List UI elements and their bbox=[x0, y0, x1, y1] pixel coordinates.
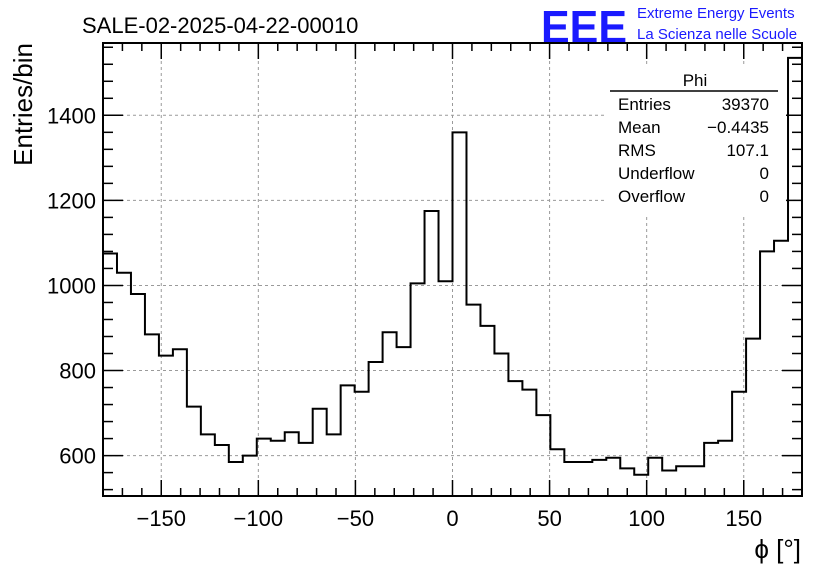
histogram-bin bbox=[187, 407, 201, 496]
y-tick-label: 1000 bbox=[47, 273, 96, 298]
axes: −150 −100 −50 0 50 100 150 600 800 1000 1200 1400 bbox=[47, 43, 803, 531]
histogram-bin bbox=[439, 281, 453, 496]
histogram-bin bbox=[648, 458, 662, 496]
y-tick-label: 800 bbox=[59, 359, 96, 384]
histogram-bin bbox=[299, 443, 313, 496]
histogram-bin bbox=[536, 415, 550, 496]
logo-line-2: La Scienza nelle Scuole bbox=[637, 26, 797, 43]
histogram-bin bbox=[411, 283, 425, 496]
histogram-bin bbox=[383, 332, 397, 496]
plot-border bbox=[102, 42, 803, 497]
histogram-bin bbox=[369, 362, 383, 496]
histogram-bin bbox=[564, 462, 578, 496]
histogram-bin bbox=[327, 434, 341, 496]
histogram-data bbox=[103, 56, 802, 496]
stat-value-underflow: 0 bbox=[760, 164, 769, 183]
histogram-bin bbox=[718, 441, 732, 496]
stat-label-underflow: Underflow bbox=[618, 164, 695, 183]
y-tick-label: 1400 bbox=[47, 103, 96, 128]
y-tick-label: 1200 bbox=[47, 188, 96, 213]
histogram-bin bbox=[243, 456, 257, 496]
x-tick-label: −150 bbox=[136, 506, 186, 531]
histogram-bin bbox=[285, 432, 299, 496]
histogram-bin bbox=[103, 254, 117, 496]
histogram-bin bbox=[159, 356, 173, 496]
eee-logo: EEE bbox=[541, 1, 627, 53]
histogram-bin bbox=[145, 334, 159, 496]
histogram-bin bbox=[117, 273, 131, 496]
stats-box: Phi Entries 39370 Mean −0.4435 RMS 107.1… bbox=[606, 66, 786, 214]
stat-value-rms: 107.1 bbox=[726, 141, 769, 160]
histogram-bin bbox=[453, 132, 467, 496]
histogram-bin bbox=[229, 462, 243, 496]
stat-label-mean: Mean bbox=[618, 118, 661, 137]
y-tick-label: 600 bbox=[59, 444, 96, 469]
x-tick-label: 150 bbox=[725, 506, 762, 531]
histogram-bin bbox=[662, 470, 676, 496]
logo-line-1: Extreme Energy Events bbox=[637, 5, 795, 22]
plot-frame bbox=[102, 42, 803, 497]
stats-box-title: Phi bbox=[683, 71, 708, 90]
x-tick-label: 50 bbox=[537, 506, 561, 531]
histogram-bin bbox=[746, 339, 760, 496]
histogram-bin bbox=[788, 58, 802, 496]
y-axis-title: Entries/bin bbox=[8, 43, 38, 166]
x-axis-title: ϕ [°] bbox=[754, 534, 801, 564]
histogram-bin bbox=[271, 441, 285, 496]
histogram-bin bbox=[313, 409, 327, 496]
histogram-bin bbox=[425, 211, 439, 496]
histogram-bin bbox=[215, 445, 229, 496]
stat-value-entries: 39370 bbox=[722, 95, 769, 114]
histogram-bin bbox=[201, 434, 215, 496]
x-tick-label: 100 bbox=[628, 506, 665, 531]
histogram-bin bbox=[704, 443, 718, 496]
stat-label-rms: RMS bbox=[618, 141, 656, 160]
histogram-bin bbox=[341, 385, 355, 496]
x-tick-label: −50 bbox=[337, 506, 374, 531]
histogram-outline bbox=[103, 56, 802, 476]
x-tick-label: −100 bbox=[234, 506, 284, 531]
stat-value-overflow: 0 bbox=[760, 187, 769, 206]
histogram-bin bbox=[480, 326, 494, 496]
histogram-bin bbox=[774, 241, 788, 496]
stat-value-mean: −0.4435 bbox=[707, 118, 769, 137]
histogram-bin bbox=[760, 251, 774, 496]
histogram-bin bbox=[550, 449, 564, 496]
histogram-bin bbox=[173, 349, 187, 496]
histogram-bin bbox=[494, 354, 508, 496]
histogram-bin bbox=[355, 392, 369, 496]
x-tick-label: 0 bbox=[446, 506, 458, 531]
histogram-bin bbox=[522, 390, 536, 496]
run-title: SALE-02-2025-04-22-00010 bbox=[82, 13, 358, 38]
histogram-bin bbox=[690, 466, 704, 496]
histogram-bin bbox=[466, 305, 480, 496]
histogram-bin bbox=[508, 381, 522, 496]
histogram-bin bbox=[592, 460, 606, 496]
histogram-bin bbox=[397, 347, 411, 496]
stat-label-overflow: Overflow bbox=[618, 187, 686, 206]
histogram-bin bbox=[676, 466, 690, 496]
stat-label-entries: Entries bbox=[618, 95, 671, 114]
histogram-bin bbox=[131, 294, 145, 496]
histogram-bin bbox=[578, 462, 592, 496]
